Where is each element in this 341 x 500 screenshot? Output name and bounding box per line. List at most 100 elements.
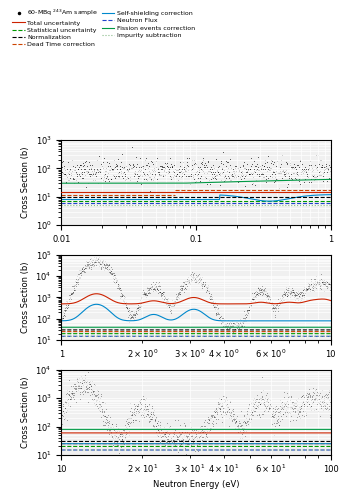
Point: [132, 315, 137, 323]
Point: [94, 164, 100, 172]
Point: [271, 304, 277, 312]
Point: [197, 273, 203, 281]
Point: [311, 171, 316, 179]
Point: [326, 280, 331, 287]
Point: [264, 293, 269, 301]
Point: [287, 402, 293, 410]
Point: [144, 402, 149, 410]
Point: [83, 258, 89, 266]
Point: [237, 324, 243, 332]
Point: [93, 392, 98, 400]
Point: [110, 425, 116, 433]
Point: [287, 290, 293, 298]
Point: [128, 418, 134, 426]
Point: [314, 280, 320, 287]
Point: [224, 324, 230, 332]
Point: [265, 291, 270, 299]
Point: [158, 420, 163, 428]
Point: [118, 428, 123, 436]
Point: [73, 382, 78, 390]
Point: [305, 166, 310, 174]
Point: [104, 265, 110, 273]
Point: [152, 286, 158, 294]
Point: [311, 284, 316, 292]
Point: [131, 310, 136, 318]
Point: [91, 166, 97, 173]
Point: [78, 266, 83, 274]
Point: [92, 176, 98, 184]
Point: [307, 393, 312, 401]
Point: [140, 406, 146, 414]
Point: [128, 414, 133, 422]
Point: [321, 396, 327, 404]
Point: [164, 300, 169, 308]
Point: [210, 298, 215, 306]
Point: [296, 408, 301, 416]
Point: [295, 172, 301, 179]
Point: [228, 164, 234, 172]
Point: [247, 306, 252, 314]
Point: [59, 164, 64, 172]
Point: [147, 187, 152, 195]
Point: [131, 408, 136, 416]
Point: [320, 402, 326, 410]
Point: [178, 174, 184, 182]
Point: [137, 296, 142, 304]
Point: [123, 298, 128, 306]
Point: [296, 294, 301, 302]
Point: [143, 288, 149, 296]
Point: [305, 284, 310, 292]
Point: [119, 169, 124, 177]
Point: [124, 430, 130, 438]
Point: [179, 286, 184, 294]
Point: [137, 398, 142, 406]
Point: [302, 178, 307, 186]
Point: [320, 392, 325, 400]
Point: [299, 291, 305, 299]
Point: [96, 406, 102, 414]
Point: [281, 170, 287, 178]
Point: [323, 164, 328, 172]
Point: [287, 156, 292, 164]
Point: [123, 303, 129, 311]
Point: [91, 176, 96, 184]
Point: [265, 166, 270, 173]
Point: [138, 180, 144, 188]
Point: [142, 290, 147, 298]
Point: [129, 164, 134, 172]
Point: [177, 430, 182, 438]
Point: [110, 272, 116, 280]
Point: [177, 431, 182, 439]
Point: [130, 416, 136, 424]
Point: [319, 279, 325, 287]
Point: [313, 160, 318, 168]
Point: [135, 400, 140, 408]
Point: [212, 172, 218, 180]
Point: [63, 302, 69, 310]
Point: [109, 165, 115, 173]
Point: [232, 322, 237, 330]
Point: [148, 414, 153, 422]
Point: [247, 305, 253, 313]
Point: [150, 278, 156, 286]
Point: [221, 322, 226, 330]
Point: [246, 414, 252, 422]
Point: [265, 398, 270, 406]
Point: [73, 388, 79, 396]
Point: [241, 424, 247, 432]
Point: [198, 165, 204, 173]
Point: [187, 270, 192, 278]
Point: [161, 296, 166, 304]
Point: [150, 160, 156, 168]
Point: [249, 414, 254, 422]
Point: [107, 162, 113, 170]
Point: [174, 432, 180, 440]
Point: [268, 164, 273, 172]
Point: [95, 388, 101, 396]
Point: [266, 398, 271, 406]
Point: [123, 162, 129, 170]
Point: [132, 416, 137, 424]
Point: [309, 280, 314, 287]
Point: [62, 308, 67, 316]
Point: [188, 440, 193, 448]
